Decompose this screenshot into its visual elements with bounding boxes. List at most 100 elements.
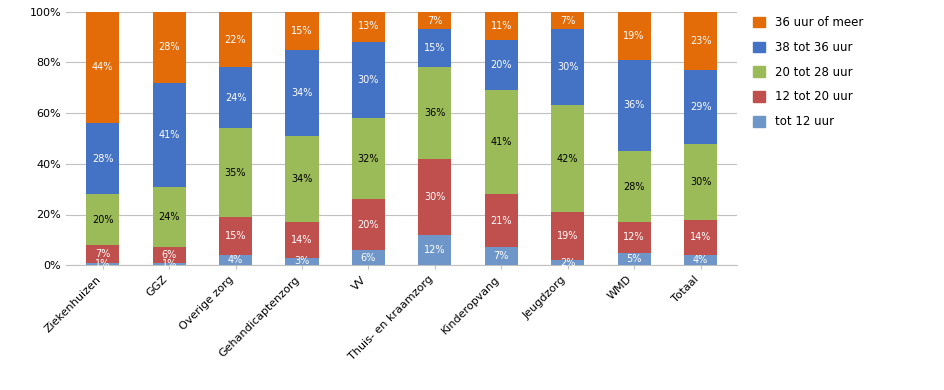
Bar bbox=[616, 222, 650, 253]
Text: 20%: 20% bbox=[490, 60, 512, 70]
Bar bbox=[219, 255, 252, 265]
Text: 29%: 29% bbox=[689, 102, 711, 112]
Text: 7%: 7% bbox=[427, 16, 442, 26]
Bar bbox=[550, 105, 583, 212]
Text: 30%: 30% bbox=[358, 75, 379, 85]
Bar bbox=[616, 60, 650, 151]
Bar bbox=[152, 83, 186, 186]
Text: 34%: 34% bbox=[291, 174, 312, 184]
Bar bbox=[484, 247, 517, 265]
Text: 15%: 15% bbox=[424, 43, 446, 53]
Bar bbox=[418, 67, 451, 159]
Text: 28%: 28% bbox=[159, 42, 179, 52]
Bar bbox=[550, 212, 583, 260]
Bar bbox=[285, 257, 318, 265]
Text: 23%: 23% bbox=[689, 36, 711, 46]
Bar bbox=[616, 12, 650, 60]
Bar bbox=[219, 67, 252, 128]
Bar bbox=[484, 90, 517, 194]
Text: 21%: 21% bbox=[490, 216, 512, 226]
Bar bbox=[285, 50, 318, 136]
Bar bbox=[86, 263, 119, 265]
Text: 13%: 13% bbox=[358, 21, 379, 31]
Bar bbox=[86, 194, 119, 245]
Text: 4%: 4% bbox=[692, 255, 707, 265]
Text: 36%: 36% bbox=[623, 101, 644, 110]
Bar bbox=[351, 199, 384, 250]
Bar bbox=[219, 128, 252, 217]
Text: 6%: 6% bbox=[361, 253, 376, 262]
Text: 14%: 14% bbox=[291, 235, 312, 245]
Text: 28%: 28% bbox=[623, 182, 644, 191]
Text: 1%: 1% bbox=[95, 259, 110, 269]
Bar bbox=[484, 194, 517, 247]
Text: 36%: 36% bbox=[424, 108, 445, 118]
Text: 2%: 2% bbox=[560, 258, 575, 268]
Bar bbox=[351, 9, 384, 42]
Text: 30%: 30% bbox=[556, 62, 578, 73]
Text: 24%: 24% bbox=[225, 93, 246, 103]
Text: 20%: 20% bbox=[357, 220, 379, 230]
Text: 41%: 41% bbox=[490, 137, 512, 147]
Bar bbox=[550, 260, 583, 265]
Text: 12%: 12% bbox=[623, 232, 644, 242]
Text: 4%: 4% bbox=[228, 255, 243, 265]
Bar bbox=[152, 263, 186, 265]
Bar bbox=[418, 12, 451, 29]
Text: 7%: 7% bbox=[560, 16, 575, 26]
Text: 30%: 30% bbox=[424, 192, 445, 202]
Text: 19%: 19% bbox=[556, 231, 578, 241]
Bar bbox=[152, 12, 186, 83]
Bar bbox=[418, 29, 451, 67]
Text: 15%: 15% bbox=[291, 26, 312, 36]
Bar bbox=[550, 12, 583, 29]
Text: 30%: 30% bbox=[689, 177, 711, 186]
Bar bbox=[550, 29, 583, 105]
Bar bbox=[418, 159, 451, 235]
Bar bbox=[616, 151, 650, 222]
Text: 41%: 41% bbox=[159, 129, 179, 140]
Text: 6%: 6% bbox=[161, 250, 177, 260]
Bar bbox=[351, 250, 384, 265]
Text: 22%: 22% bbox=[225, 35, 246, 44]
Bar bbox=[152, 247, 186, 263]
Text: 24%: 24% bbox=[159, 212, 179, 222]
Text: 12%: 12% bbox=[424, 245, 446, 255]
Text: 11%: 11% bbox=[490, 21, 512, 31]
Text: 35%: 35% bbox=[225, 168, 246, 178]
Bar bbox=[418, 235, 451, 265]
Text: 44%: 44% bbox=[92, 62, 113, 73]
Bar bbox=[86, 12, 119, 123]
Text: 5%: 5% bbox=[626, 254, 641, 264]
Text: 19%: 19% bbox=[623, 31, 644, 41]
Text: 3%: 3% bbox=[294, 256, 310, 266]
Bar bbox=[683, 144, 716, 220]
Bar bbox=[616, 253, 650, 265]
Bar bbox=[285, 222, 318, 257]
Text: 14%: 14% bbox=[689, 232, 711, 242]
Bar bbox=[351, 118, 384, 199]
Bar bbox=[152, 186, 186, 247]
Bar bbox=[219, 217, 252, 255]
Text: 1%: 1% bbox=[161, 259, 177, 269]
Bar bbox=[683, 70, 716, 144]
Text: 7%: 7% bbox=[95, 249, 110, 259]
Text: 15%: 15% bbox=[225, 231, 246, 241]
Bar bbox=[86, 245, 119, 263]
Legend: 36 uur of meer, 38 tot 36 uur, 20 tot 28 uur, 12 tot 20 uur, tot 12 uur: 36 uur of meer, 38 tot 36 uur, 20 tot 28… bbox=[749, 12, 866, 132]
Bar bbox=[484, 12, 517, 39]
Text: 7%: 7% bbox=[493, 251, 509, 261]
Bar bbox=[86, 123, 119, 194]
Text: 32%: 32% bbox=[357, 154, 379, 164]
Text: 34%: 34% bbox=[291, 88, 312, 98]
Bar bbox=[683, 220, 716, 255]
Bar bbox=[219, 12, 252, 67]
Bar bbox=[484, 39, 517, 90]
Bar bbox=[683, 255, 716, 265]
Bar bbox=[683, 12, 716, 70]
Text: 20%: 20% bbox=[92, 215, 113, 225]
Bar bbox=[351, 42, 384, 118]
Text: 28%: 28% bbox=[92, 154, 113, 164]
Text: 42%: 42% bbox=[556, 154, 578, 164]
Bar bbox=[285, 136, 318, 222]
